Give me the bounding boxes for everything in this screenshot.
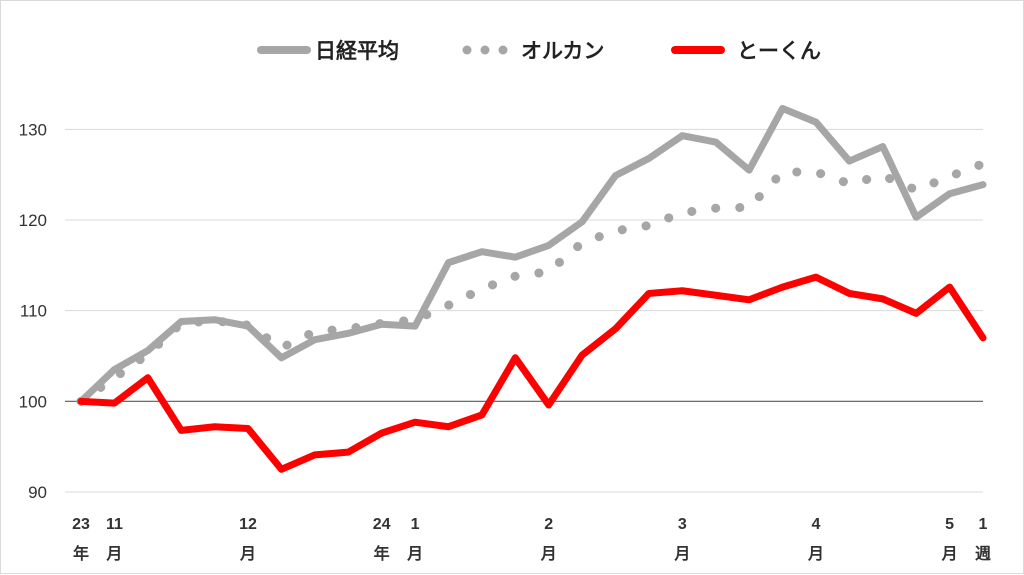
x-tick-label: 月: [941, 545, 958, 563]
x-tick-label: 週: [975, 545, 991, 563]
x-tick-label: 12: [239, 516, 257, 533]
y-tick-label: 90: [28, 483, 47, 502]
x-tick-label: 月: [540, 545, 557, 563]
series-lines: [76, 104, 988, 473]
x-tick-label: 月: [105, 545, 122, 563]
x-tick-label: 月: [673, 545, 690, 563]
legend-label-1: オルカン: [521, 39, 604, 63]
x-tick-label: 5: [945, 516, 954, 533]
x-axis-ticks: 23 年 11 月 12 月 24 年 1 月 2 月 3 月 4 月 5 月 1 週: [72, 516, 991, 563]
legend-label-2: とーくん: [737, 39, 821, 63]
series-line-2: [77, 273, 987, 473]
legend-marker-dot: [462, 45, 472, 55]
x-tick-label: 月: [807, 545, 824, 563]
legend-marker-dot: [498, 45, 508, 55]
y-tick-label: 120: [19, 211, 47, 230]
y-tick-label: 130: [19, 120, 47, 139]
legend: 日経平均 オルカン とーくん: [257, 39, 821, 63]
x-tick-label: 月: [406, 545, 423, 563]
y-axis-ticks: 90 100 110 120 130: [19, 120, 47, 502]
y-tick-label: 110: [20, 302, 47, 321]
legend-label-0: 日経平均: [315, 39, 399, 63]
gridlines: [65, 128, 983, 493]
x-tick-label: 1: [411, 516, 420, 533]
x-tick-label: 3: [678, 516, 687, 533]
x-tick-label: 1: [979, 516, 988, 533]
x-tick-label: 月: [239, 545, 256, 563]
series-line-0: [77, 104, 987, 405]
x-tick-label: 11: [106, 516, 123, 533]
x-tick-label: 2: [544, 516, 553, 533]
x-tick-label: 年: [374, 544, 390, 563]
series-line-1: [76, 159, 988, 406]
x-tick-label: 年: [73, 544, 89, 563]
x-tick-label: 23: [72, 516, 90, 533]
y-tick-label: 100: [19, 392, 47, 411]
x-tick-label: 4: [812, 516, 821, 533]
x-tick-label: 24: [373, 516, 391, 533]
legend-marker-dot: [480, 45, 490, 55]
